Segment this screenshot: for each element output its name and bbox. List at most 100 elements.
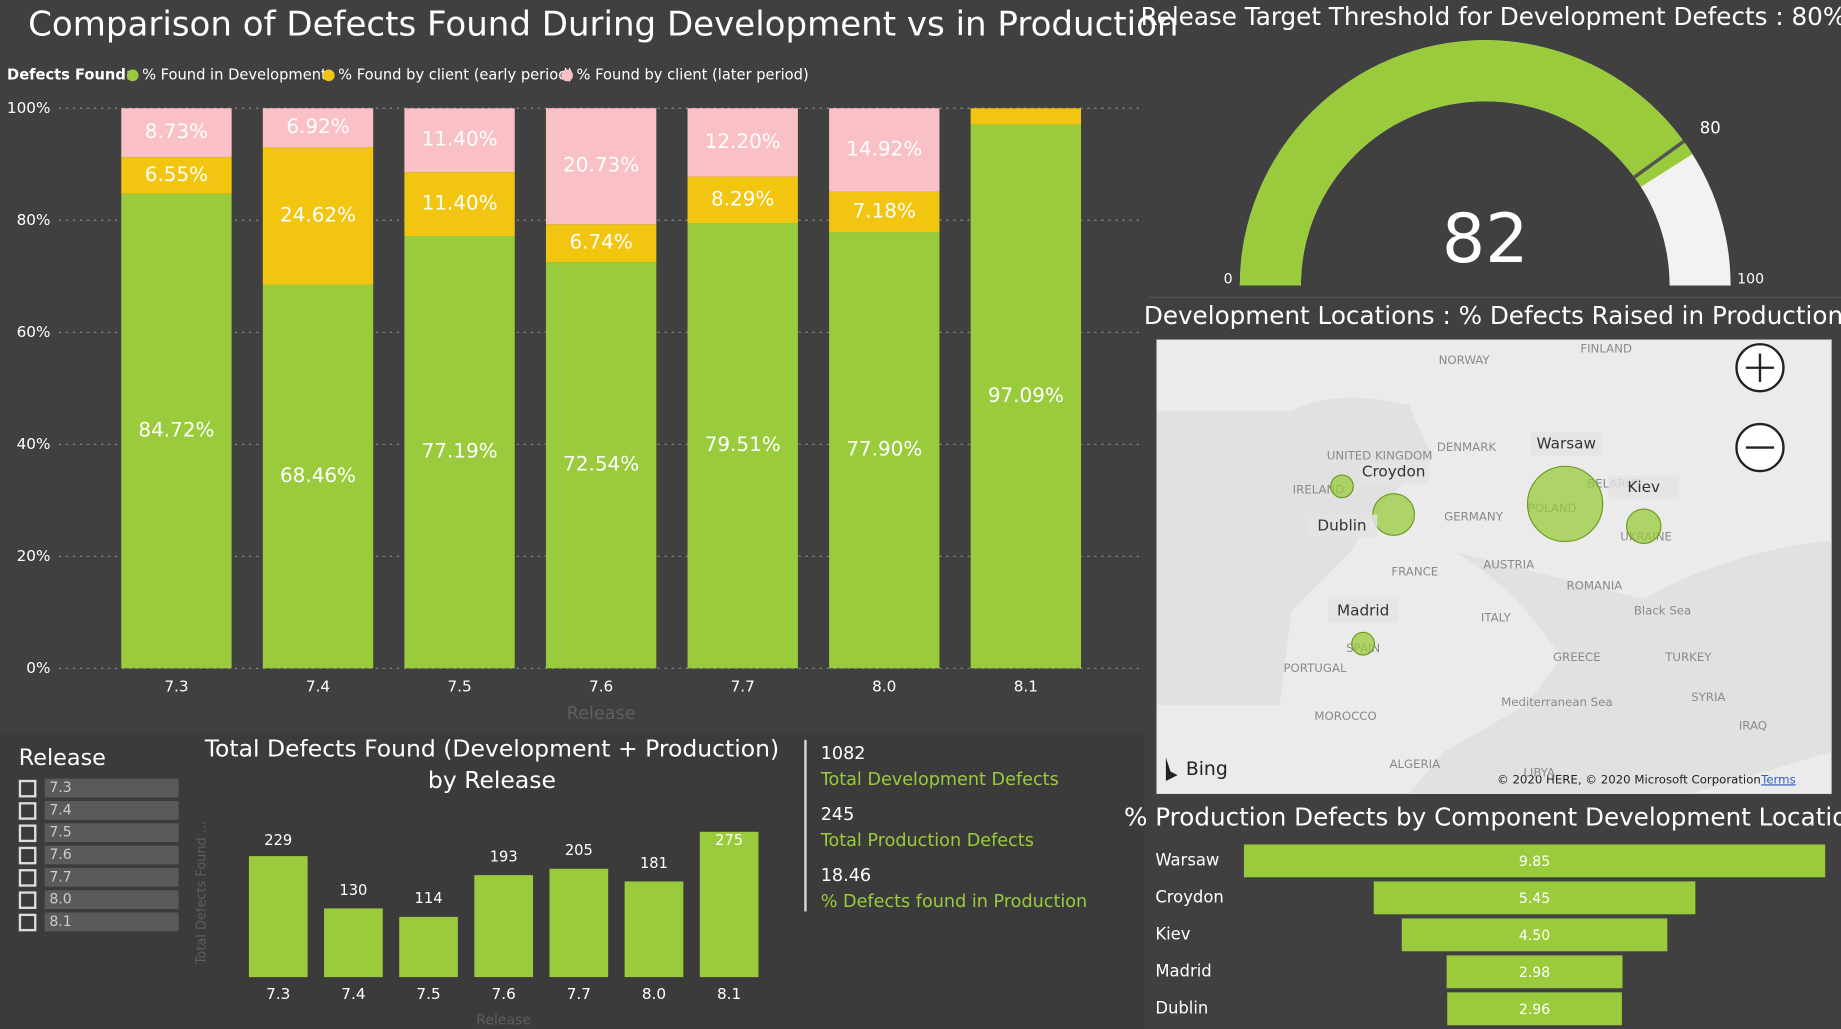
legend-label: % Found in Development bbox=[142, 66, 327, 83]
data-label: 130 bbox=[339, 882, 367, 899]
bar-segment bbox=[545, 262, 657, 669]
bar-segment bbox=[121, 108, 232, 158]
kpi-label: Total Production Defects bbox=[820, 831, 1034, 851]
bar-segment bbox=[545, 108, 657, 225]
slicer-checkbox[interactable] bbox=[18, 891, 37, 909]
gauge-value-label: 82 bbox=[1442, 200, 1529, 279]
map-bubble[interactable] bbox=[1526, 465, 1604, 543]
x-tick-label: 7.4 bbox=[341, 985, 365, 1003]
legend-marker bbox=[126, 69, 139, 82]
x-tick-label: 7.6 bbox=[492, 985, 516, 1003]
category-label: Warsaw bbox=[1155, 850, 1219, 869]
slicer-item[interactable]: 7.6 bbox=[49, 847, 71, 863]
data-label: 2.96 bbox=[1519, 1002, 1550, 1018]
bar bbox=[399, 916, 458, 978]
map-bubble[interactable] bbox=[1625, 508, 1662, 544]
bar bbox=[248, 856, 308, 978]
map-region-label: Black Sea bbox=[1634, 603, 1691, 617]
slicer-checkbox[interactable] bbox=[18, 824, 37, 843]
map-bubble[interactable] bbox=[1330, 474, 1354, 499]
gauge-min: 0 bbox=[1224, 272, 1233, 288]
x-tick-label: 7.4 bbox=[306, 678, 330, 696]
slicer-row bbox=[44, 890, 179, 909]
zoom-out[interactable] bbox=[1735, 422, 1785, 473]
data-label: 72.54% bbox=[563, 452, 639, 476]
map-region-label: MOROCCO bbox=[1314, 709, 1376, 723]
data-label: 12.20% bbox=[705, 129, 781, 153]
legend-marker bbox=[561, 69, 573, 82]
legend-title: Defects Found: bbox=[7, 66, 132, 83]
data-label: 181 bbox=[640, 855, 668, 872]
slicer-checkbox[interactable] bbox=[18, 869, 37, 887]
slicer-item[interactable]: 7.5 bbox=[49, 825, 71, 841]
map-terms[interactable]: Terms bbox=[1760, 772, 1796, 786]
map-bubble[interactable] bbox=[1351, 631, 1376, 656]
category-label: Dublin bbox=[1155, 998, 1208, 1017]
data-label: 2.98 bbox=[1519, 965, 1550, 981]
bar-segment bbox=[121, 157, 232, 194]
map-region-label: ROMANIA bbox=[1567, 579, 1623, 593]
bar-segment bbox=[970, 124, 1082, 669]
location-label: Croydon bbox=[1362, 463, 1426, 481]
map-region-label: TURKEY bbox=[1664, 650, 1712, 664]
x-axis-label: Release bbox=[476, 1013, 531, 1029]
slicer-item[interactable]: 7.4 bbox=[49, 802, 71, 818]
slicer-item[interactable]: 7.3 bbox=[49, 780, 71, 796]
bar bbox=[474, 875, 534, 978]
slicer-checkbox[interactable] bbox=[18, 779, 37, 798]
map-land bbox=[1408, 540, 1832, 794]
funnel-bar bbox=[1243, 844, 1826, 878]
category-label: Kiev bbox=[1155, 924, 1190, 943]
chart-title: Comparison of Defects Found During Devel… bbox=[28, 5, 1178, 45]
kpi-value: 245 bbox=[821, 805, 855, 825]
zoom-in[interactable] bbox=[1735, 343, 1785, 393]
data-label: 68.46% bbox=[280, 463, 356, 487]
data-label: 24.62% bbox=[280, 202, 356, 226]
data-label: 205 bbox=[565, 842, 593, 859]
bar-segment bbox=[687, 108, 798, 177]
y-tick-label: 100% bbox=[7, 99, 51, 117]
bar-segment bbox=[687, 176, 798, 224]
funnel-bar bbox=[1447, 992, 1622, 1026]
data-label: 97.09% bbox=[988, 383, 1064, 407]
data-label: 7.18% bbox=[853, 198, 916, 222]
y-axis-label: Total Defects Found ... bbox=[194, 821, 209, 965]
data-label: 4.50 bbox=[1519, 928, 1550, 944]
bar-segment bbox=[829, 108, 940, 192]
map-region-label: Mediterranean Sea bbox=[1501, 695, 1612, 709]
map-region-label: UNITED KINGDOM bbox=[1327, 448, 1433, 462]
x-tick-label: 8.1 bbox=[717, 985, 741, 1003]
location-label: Warsaw bbox=[1537, 435, 1596, 453]
slicer-row bbox=[44, 778, 179, 798]
kpi-value: 1082 bbox=[821, 744, 866, 764]
location-label: Kiev bbox=[1627, 478, 1660, 496]
map-region-label: AUSTRIA bbox=[1483, 557, 1534, 571]
x-tick-label: 7.5 bbox=[416, 985, 440, 1003]
slicer-checkbox[interactable] bbox=[18, 913, 37, 932]
bar-segment bbox=[687, 223, 798, 669]
map-bubble[interactable] bbox=[1372, 493, 1416, 536]
kpi-value: 18.46 bbox=[821, 866, 871, 886]
x-tick-label: 7.3 bbox=[266, 985, 290, 1003]
bar-segment bbox=[404, 236, 515, 669]
bar-segment bbox=[404, 172, 515, 237]
slicer-item[interactable]: 7.7 bbox=[49, 869, 71, 885]
bar-segment bbox=[262, 284, 374, 669]
data-label: 84.72% bbox=[138, 418, 214, 442]
y-tick-label: 0% bbox=[26, 659, 50, 677]
bing-icon bbox=[1165, 757, 1178, 782]
data-label: 275 bbox=[715, 832, 743, 849]
location-label-bg bbox=[1531, 432, 1602, 456]
data-label: 6.92% bbox=[286, 114, 349, 138]
data-label: 9.85 bbox=[1519, 854, 1550, 870]
slicer-checkbox[interactable] bbox=[18, 802, 37, 820]
slicer-item[interactable]: 8.0 bbox=[49, 892, 71, 908]
kpi-label: % Defects found in Production bbox=[821, 892, 1088, 912]
slicer-checkbox[interactable] bbox=[18, 846, 37, 865]
slicer-item[interactable]: 8.1 bbox=[49, 914, 71, 930]
x-tick-label: 7.7 bbox=[567, 985, 591, 1003]
slicer-row bbox=[44, 800, 179, 820]
bar-segment bbox=[545, 224, 657, 263]
data-label: 5.45 bbox=[1519, 891, 1550, 907]
